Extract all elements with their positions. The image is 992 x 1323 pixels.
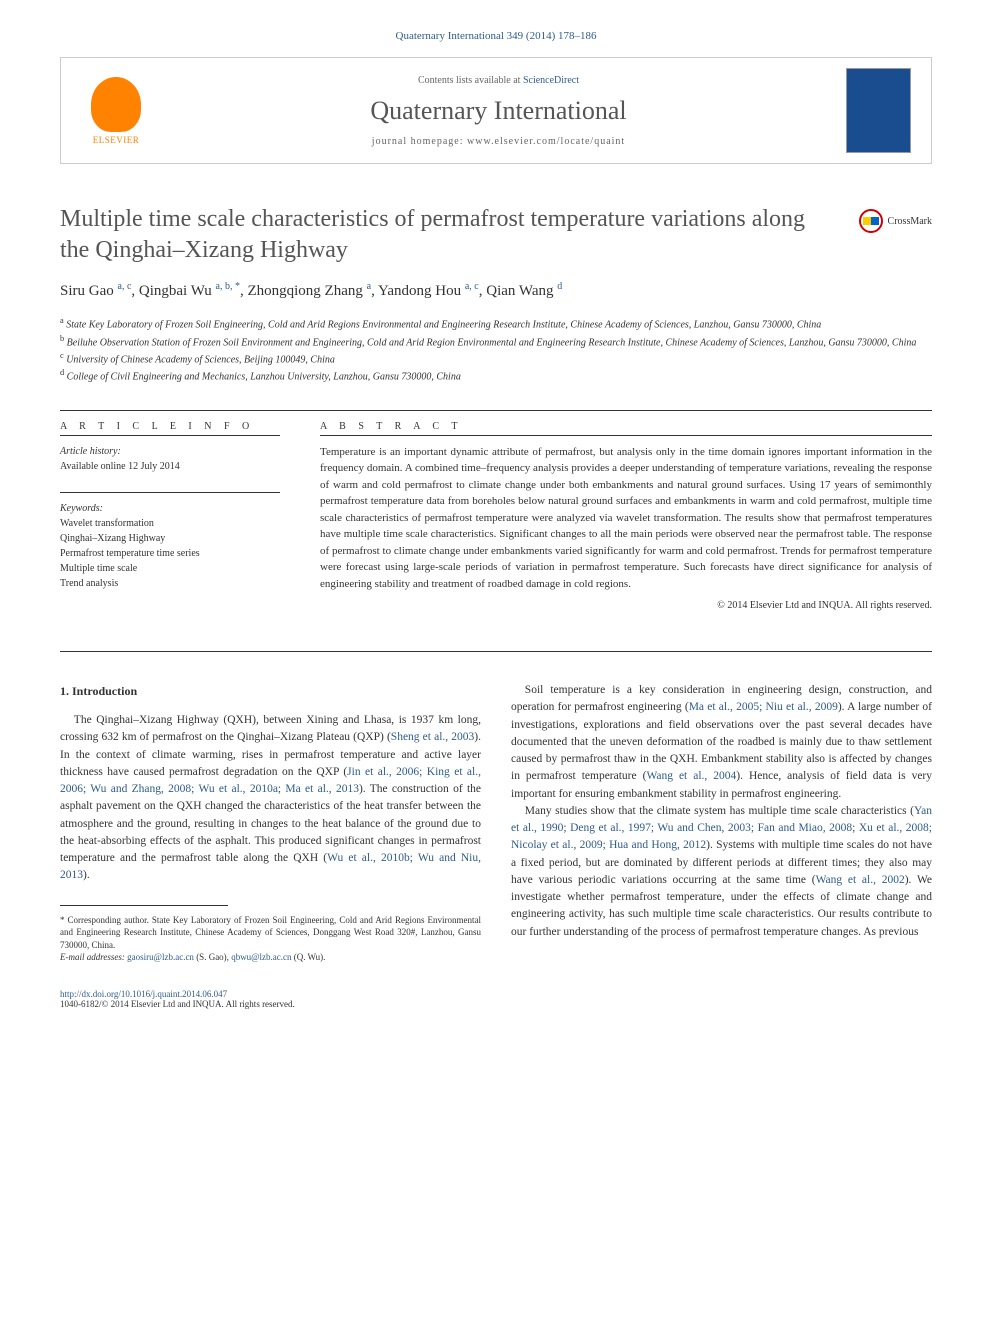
body-column-right: Soil temperature is a key consideration … [511,682,932,964]
keyword-item: Qinghai–Xizang Highway [60,531,280,546]
affiliation-line: c University of Chinese Academy of Scien… [60,350,932,367]
page-footer: http://dx.doi.org/10.1016/j.quaint.2014.… [60,989,932,1009]
contents-prefix: Contents lists available at [418,75,523,86]
elsevier-logo: ELSEVIER [81,71,151,151]
intro-paragraph-1: The Qinghai–Xizang Highway (QXH), betwee… [60,712,481,885]
full-divider [60,651,932,652]
email-1[interactable]: gaosiru@lzb.ac.cn [127,952,194,962]
article-info-header: A R T I C L E I N F O [60,421,280,432]
history-text: Available online 12 July 2014 [60,459,280,474]
corresponding-text: * Corresponding author. State Key Labora… [60,914,481,952]
homepage-url[interactable]: www.elsevier.com/locate/quaint [467,136,625,147]
crossmark-label: CrossMark [888,216,932,227]
journal-banner: ELSEVIER Contents lists available at Sci… [60,57,932,164]
header-citation: Quaternary International 349 (2014) 178–… [60,30,932,42]
email-1-name: (S. Gao), [196,952,231,962]
homepage-line: journal homepage: www.elsevier.com/locat… [151,136,846,147]
issn-copyright: 1040-6182/© 2014 Elsevier Ltd and INQUA.… [60,999,295,1009]
email-2-name: (Q. Wu). [294,952,326,962]
crossmark-badge[interactable]: CrossMark [859,209,932,233]
intro-paragraph-3: Many studies show that the climate syste… [511,803,932,941]
affiliation-line: d College of Civil Engineering and Mecha… [60,367,932,384]
article-title: Multiple time scale characteristics of p… [60,204,839,266]
contents-line: Contents lists available at ScienceDirec… [151,75,846,86]
history-label: Article history: [60,444,280,459]
email-2[interactable]: qbwu@lzb.ac.cn [231,952,291,962]
emails-label: E-mail addresses: [60,952,127,962]
body-column-left: 1. Introduction The Qinghai–Xizang Highw… [60,682,481,964]
authors-line: Siru Gao a, c, Qingbai Wu a, b, *, Zhong… [60,281,932,300]
abstract-copyright: © 2014 Elsevier Ltd and INQUA. All right… [320,600,932,611]
keywords-label: Keywords: [60,501,280,516]
journal-name: Quaternary International [151,96,846,126]
sciencedirect-link[interactable]: ScienceDirect [523,75,579,86]
intro-paragraph-2: Soil temperature is a key consideration … [511,682,932,803]
affiliation-line: a State Key Laboratory of Frozen Soil En… [60,315,932,332]
intro-heading: 1. Introduction [60,682,481,700]
homepage-prefix: journal homepage: [372,136,467,147]
article-info-column: A R T I C L E I N F O Article history: A… [60,421,280,612]
keyword-item: Trend analysis [60,576,280,591]
crossmark-icon [859,209,883,233]
affiliations: a State Key Laboratory of Frozen Soil En… [60,315,932,384]
divider [60,410,932,411]
abstract-header: A B S T R A C T [320,421,932,432]
keyword-item: Multiple time scale [60,561,280,576]
footnote-separator [60,905,228,906]
keyword-item: Wavelet transformation [60,516,280,531]
elsevier-tree-icon [91,77,141,132]
keywords-block: Keywords: Wavelet transformationQinghai–… [60,492,280,591]
affiliation-line: b Beiluhe Observation Station of Frozen … [60,333,932,350]
journal-cover-thumbnail [846,68,911,153]
body-columns: 1. Introduction The Qinghai–Xizang Highw… [60,682,932,964]
corresponding-footnote: * Corresponding author. State Key Labora… [60,914,481,964]
article-history-block: Article history: Available online 12 Jul… [60,435,280,474]
keyword-item: Permafrost temperature time series [60,546,280,561]
doi-link[interactable]: http://dx.doi.org/10.1016/j.quaint.2014.… [60,989,227,999]
abstract-text: Temperature is an important dynamic attr… [320,435,932,593]
elsevier-label: ELSEVIER [93,135,140,145]
abstract-column: A B S T R A C T Temperature is an import… [320,421,932,612]
